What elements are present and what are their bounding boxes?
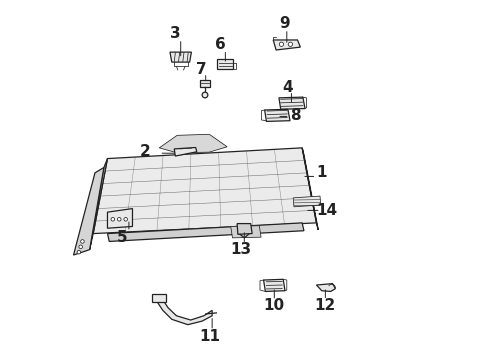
Circle shape [124,217,127,221]
Text: 7: 7 [196,62,207,77]
Polygon shape [159,134,227,153]
Text: 12: 12 [315,298,336,313]
Text: 3: 3 [170,26,181,41]
Text: 8: 8 [290,108,300,123]
Text: 5: 5 [117,230,127,245]
Text: 9: 9 [280,16,290,31]
Polygon shape [237,224,252,234]
Polygon shape [174,148,197,156]
Circle shape [118,217,121,221]
Text: 6: 6 [215,37,225,52]
Circle shape [202,92,208,98]
Text: 11: 11 [199,329,220,344]
Circle shape [81,240,84,243]
Polygon shape [273,40,300,50]
Circle shape [279,42,284,46]
Circle shape [77,250,81,254]
Polygon shape [293,196,321,207]
Text: 4: 4 [283,80,293,95]
Polygon shape [107,223,304,242]
Polygon shape [265,109,290,121]
Polygon shape [302,148,318,230]
Polygon shape [317,284,335,292]
Polygon shape [279,97,305,109]
Circle shape [288,42,293,46]
Text: 10: 10 [264,298,285,313]
Polygon shape [170,52,192,62]
Circle shape [79,245,82,249]
Text: 13: 13 [230,242,251,257]
Polygon shape [231,226,261,238]
Polygon shape [93,148,317,234]
Polygon shape [152,294,166,302]
Polygon shape [74,167,104,255]
Polygon shape [264,279,285,292]
Text: 2: 2 [140,144,150,159]
Text: 1: 1 [317,165,327,180]
Polygon shape [218,59,233,69]
Circle shape [111,217,115,221]
Polygon shape [107,208,132,228]
Text: 14: 14 [316,203,337,218]
Polygon shape [200,80,210,87]
Polygon shape [90,158,107,249]
Polygon shape [156,297,212,325]
